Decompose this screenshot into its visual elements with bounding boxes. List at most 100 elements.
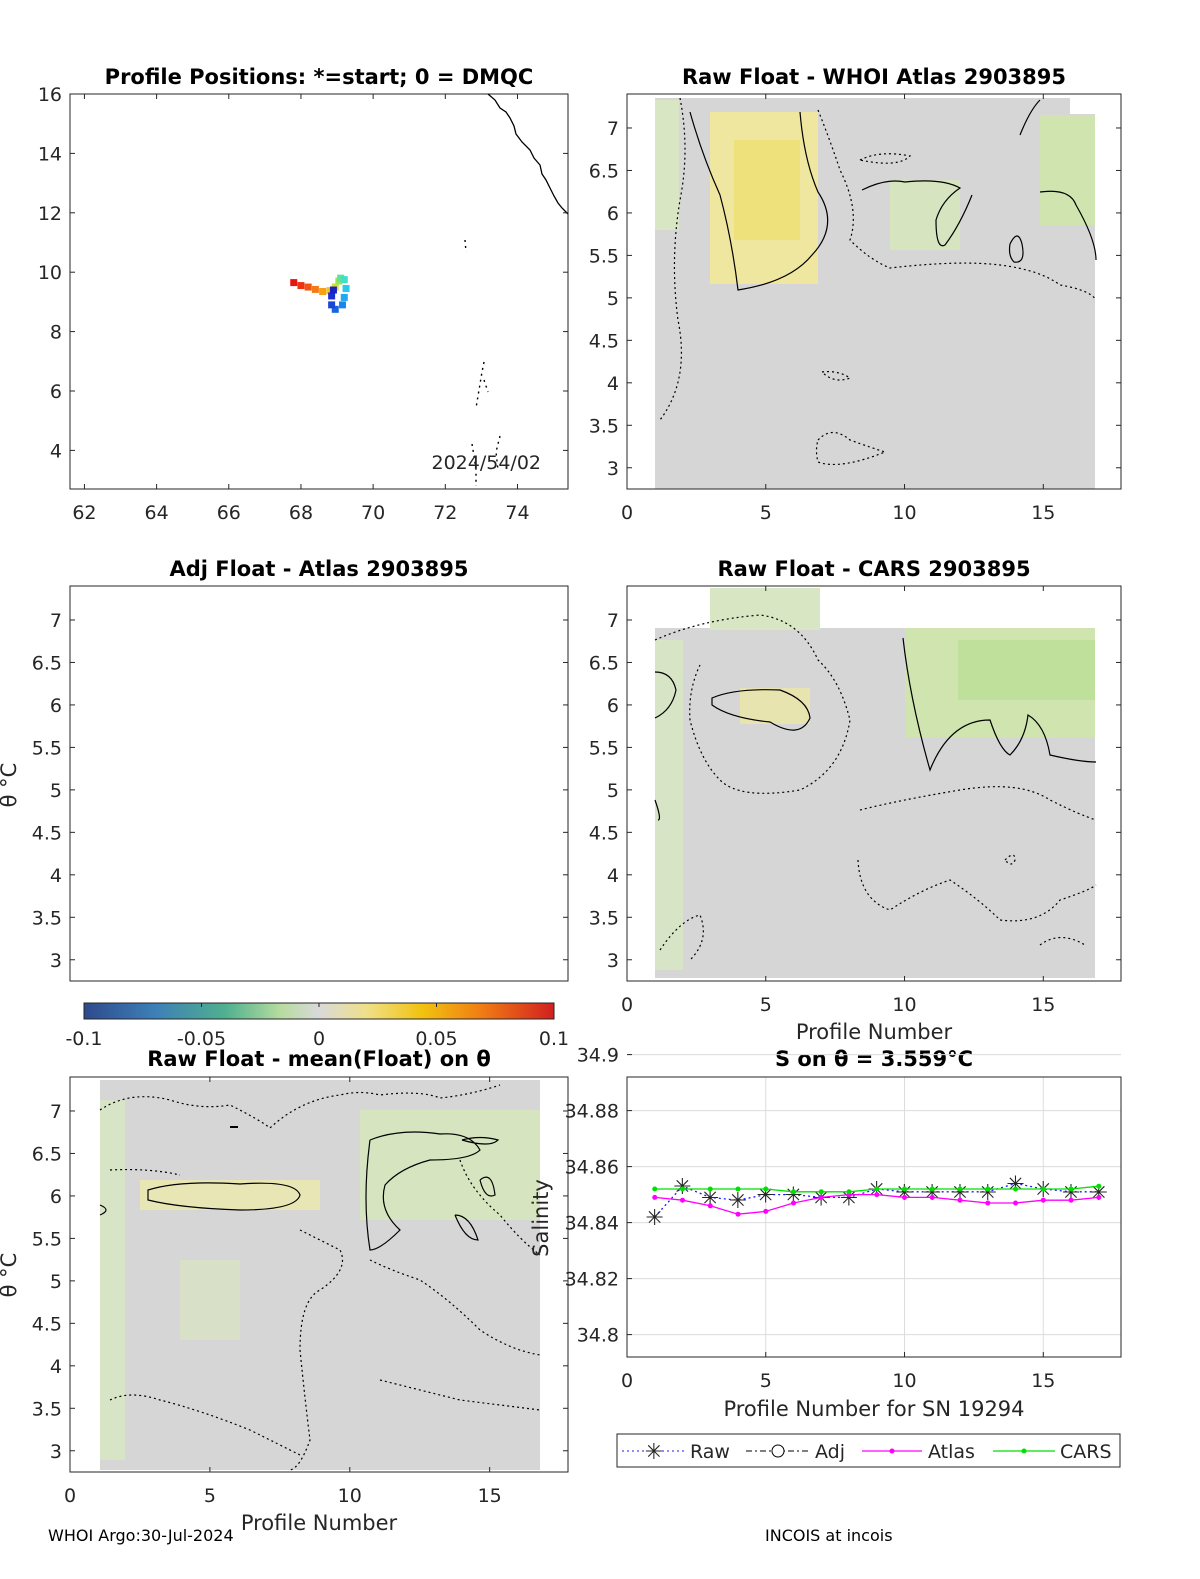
raw-whoi-blank — [1095, 94, 1121, 489]
salinity-point-atlas — [763, 1208, 769, 1214]
y-tick-label: 4 — [607, 865, 619, 887]
legend-atlas-label: Atlas — [928, 1441, 975, 1463]
salinity-point-atlas — [680, 1197, 686, 1203]
salinity-point-atlas — [957, 1197, 963, 1203]
y-tick-label: 34.8 — [577, 1325, 619, 1347]
y-tick-label: 3.5 — [32, 1398, 62, 1420]
colorbar-tick-label: 0.05 — [415, 1028, 457, 1050]
raw-mean-patch — [180, 1260, 240, 1340]
y-tick-label: 6 — [50, 381, 62, 403]
salinity-point-atlas — [1068, 1197, 1074, 1203]
salinity-point-cars — [680, 1186, 686, 1192]
salinity-point-cars — [652, 1186, 658, 1192]
y-tick-label: 7 — [607, 118, 619, 140]
raw-mean-patch — [100, 1100, 125, 1460]
y-tick-label: 8 — [50, 322, 62, 344]
salinity-point-raw: ✳ — [840, 1186, 858, 1211]
legend-cars-marker — [1021, 1448, 1027, 1454]
profile-position-marker — [340, 276, 348, 284]
profile-position-marker — [337, 274, 345, 282]
salinity-grid — [626, 1054, 1121, 1357]
raw-whoi-frame — [626, 93, 1122, 490]
y-tick-label: 5.5 — [589, 737, 619, 759]
adj-atlas-panel: Adj Float - Atlas 2903895 3 3.5 4 4.5 5 5.5 6 6… — [0, 557, 569, 1050]
raw-mean-patch — [140, 1180, 320, 1210]
profile-position-marker — [338, 301, 346, 309]
salinity-point-cars — [902, 1186, 908, 1192]
legend-box — [616, 1433, 1121, 1468]
profile-position-marker — [329, 286, 337, 294]
positions-panel: Profile Positions: *=start; 0 = DMQC 62 6… — [38, 65, 569, 524]
adj-atlas-frame — [69, 585, 569, 982]
y-tick-label: 6 — [607, 203, 619, 225]
salinity-point-cars — [929, 1186, 935, 1192]
raw-mean-xlabel: Profile Number — [241, 1511, 398, 1535]
x-tick-label: 15 — [1031, 1370, 1055, 1392]
x-tick-label: 15 — [478, 1485, 502, 1507]
raw-whoi-panel: Raw Float - WHOI Atlas 2903895 0 5 10 15 3 3.… — [589, 65, 1122, 524]
x-tick-label: 70 — [361, 502, 385, 524]
coastline — [487, 93, 569, 215]
y-tick-label: 5.5 — [32, 1228, 62, 1250]
salinity-point-atlas — [985, 1200, 991, 1206]
salinity-point-raw: ✳ — [1006, 1172, 1024, 1197]
x-tick-label: 5 — [760, 502, 772, 524]
salinity-point-atlas — [735, 1211, 741, 1217]
y-tick-label: 3.5 — [589, 907, 619, 929]
y-tick-label: 3.5 — [589, 415, 619, 437]
raw-mean-title: Raw Float - mean(Float) on θ — [147, 1047, 491, 1071]
x-tick-label: 10 — [892, 994, 916, 1016]
footer-left: WHOI Argo:30-Jul-2024 — [48, 1526, 234, 1545]
salinity-point-raw: ✳ — [923, 1181, 941, 1206]
colorbar-ticks: -0.1 -0.05 0 0.05 0.1 — [65, 1003, 569, 1050]
colorbar-tick-label: -0.05 — [177, 1028, 226, 1050]
colorbar-tick-label: 0 — [313, 1028, 325, 1050]
raw-cars-frame — [626, 585, 1122, 982]
raw-whoi-patch — [890, 180, 960, 250]
raw-mean-panel: Raw Float - mean(Float) on θ 0 5 10 15 3 3.5 4… — [0, 1047, 569, 1535]
raw-cars-ticks: 0 5 10 15 3 3.5 4 4.5 5 5.5 6 6.5 7 — [589, 586, 1121, 1016]
y-tick-label: 5 — [50, 1271, 62, 1293]
y-tick-label: 6.5 — [589, 652, 619, 674]
raw-whoi-contour-dotted — [659, 97, 1097, 466]
raw-cars-contour-dotted — [654, 614, 1097, 961]
raw-whoi-title: Raw Float - WHOI Atlas 2903895 — [682, 65, 1066, 89]
x-tick-label: 66 — [217, 502, 241, 524]
legend-adj-label: Adj — [815, 1441, 845, 1463]
island-chain — [464, 239, 501, 486]
adj-atlas-ticks: 3 3.5 4 4.5 5 5.5 6 6.5 7 — [32, 610, 568, 972]
raw-cars-panel: Raw Float - CARS 2903895 0 5 10 15 3 3.5 4 4.5 5… — [589, 557, 1122, 1044]
x-tick-label: 64 — [145, 502, 169, 524]
legend: ✳ Raw Adj Atlas CARS — [616, 1433, 1121, 1468]
profile-position-marker — [311, 285, 319, 293]
y-tick-label: 6.5 — [32, 652, 62, 674]
y-tick-label: 34.9 — [577, 1045, 619, 1067]
raw-whoi-patch — [1040, 115, 1095, 225]
positions-points — [290, 274, 350, 313]
x-tick-label: 5 — [760, 1370, 772, 1392]
y-tick-label: 34.88 — [565, 1101, 619, 1123]
salinity-point-cars — [957, 1186, 963, 1192]
salinity-point-atlas — [652, 1194, 658, 1200]
y-tick-label: 7 — [607, 610, 619, 632]
salinity-point-raw: ✳ — [895, 1181, 913, 1206]
profile-position-marker — [319, 288, 327, 295]
y-tick-label: 6.5 — [32, 1143, 62, 1165]
footer-right: INCOIS at incois — [765, 1526, 893, 1545]
salinity-title: S on θ = 3.559°C — [775, 1047, 973, 1071]
x-tick-label: 0 — [621, 1370, 633, 1392]
y-tick-label: 5 — [607, 288, 619, 310]
y-tick-label: 4.5 — [589, 330, 619, 352]
y-tick-label: 12 — [38, 203, 62, 225]
legend-atlas-marker — [889, 1448, 895, 1454]
profile-position-marker — [290, 279, 298, 287]
salinity-point-atlas — [929, 1194, 935, 1200]
profile-position-marker — [326, 287, 334, 295]
raw-cars-contour — [654, 637, 1097, 821]
x-tick-label: 0 — [621, 502, 633, 524]
y-tick-label: 7 — [50, 1101, 62, 1123]
colorbar-tick-label: 0.1 — [539, 1028, 569, 1050]
raw-whoi-patch — [655, 100, 679, 230]
salinity-ylabel: Salinity — [529, 1179, 553, 1257]
